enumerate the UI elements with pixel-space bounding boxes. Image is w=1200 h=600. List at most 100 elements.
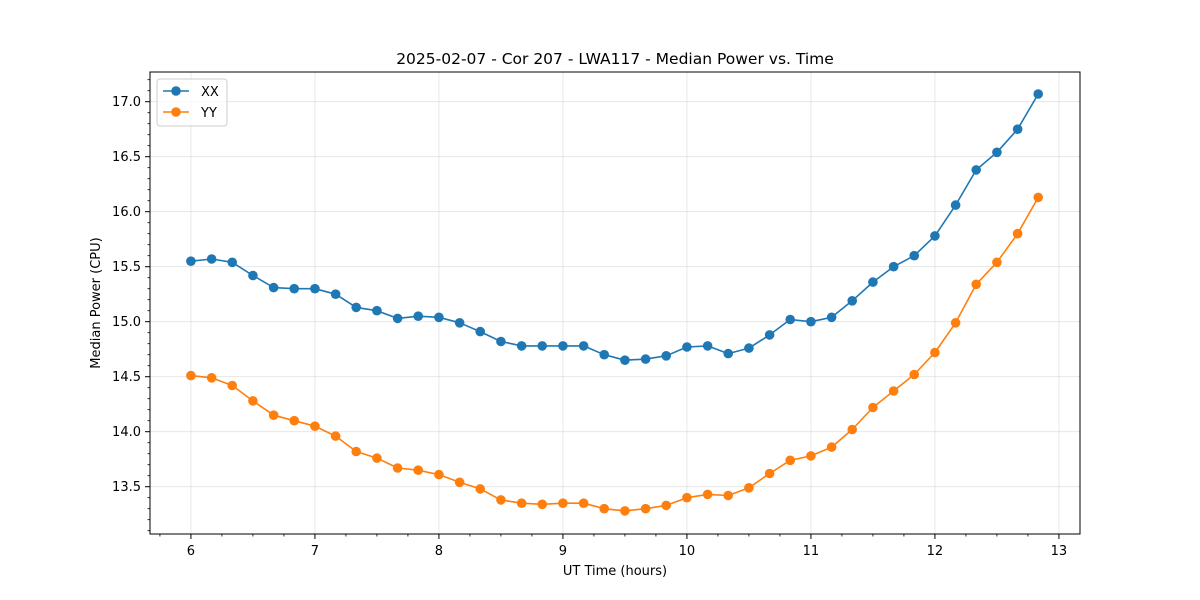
data-point-xx (413, 311, 424, 322)
data-point-xx (372, 305, 382, 316)
data-point-xx (868, 277, 878, 287)
data-point-xx (206, 254, 217, 264)
data-point-xx (744, 343, 754, 353)
data-point-xx (475, 326, 486, 337)
series-layer (186, 89, 1044, 516)
data-point-yy (888, 386, 899, 396)
data-point-yy (578, 498, 589, 509)
data-point-yy (764, 468, 775, 479)
y-tick-label: 14.0 (112, 425, 141, 440)
data-point-yy (516, 498, 527, 509)
data-point-yy (640, 503, 651, 514)
x-tick-label: 13 (1051, 544, 1068, 559)
data-point-yy (475, 484, 486, 494)
data-point-yy (806, 451, 816, 461)
x-tick-label: 10 (679, 544, 696, 559)
data-point-yy (392, 463, 403, 473)
data-point-xx (186, 256, 196, 267)
legend-label-yy: YY (200, 106, 217, 121)
y-axis-ticks: 13.5 14.0 14.5 15.0 15.5 16.0 16.5 17.0 (112, 79, 150, 532)
x-axis-ticks: 6 7 8 9 10 11 12 13 (159, 534, 1068, 559)
data-point-xx (351, 302, 362, 313)
data-point-yy (289, 415, 300, 426)
chart-title: 2025-02-07 - Cor 207 - LWA117 - Median P… (396, 50, 834, 68)
y-axis-label: Median Power (CPU) (89, 237, 104, 368)
data-point-yy (186, 370, 196, 381)
data-point-yy (992, 257, 1002, 268)
data-point-xx (578, 341, 589, 351)
data-point-yy (785, 455, 796, 466)
data-point-yy (434, 469, 444, 480)
data-point-yy (413, 465, 424, 476)
data-point-yy (558, 498, 568, 509)
data-point-xx (1012, 124, 1023, 134)
data-point-yy (227, 380, 238, 391)
data-point-yy (351, 446, 362, 457)
data-point-yy (723, 490, 734, 501)
data-point-xx (289, 283, 300, 294)
data-point-xx (888, 261, 899, 272)
data-point-xx (434, 312, 444, 323)
legend-marker-xx (171, 86, 181, 96)
data-point-yy (310, 421, 320, 432)
x-tick-label: 6 (187, 544, 195, 559)
data-point-yy (847, 424, 858, 435)
data-point-yy (496, 495, 506, 505)
data-point-xx (248, 270, 258, 281)
data-point-xx (620, 355, 630, 366)
y-tick-label: 15.5 (112, 260, 141, 275)
data-point-xx (454, 318, 465, 328)
data-point-xx (992, 147, 1002, 158)
data-point-xx (537, 341, 548, 351)
y-tick-label: 16.0 (112, 205, 141, 220)
data-point-yy (599, 503, 610, 514)
y-tick-label: 17.0 (112, 95, 141, 110)
data-point-yy (330, 431, 341, 441)
data-point-yy (971, 279, 982, 290)
data-point-xx (227, 257, 238, 268)
data-point-yy (454, 477, 465, 488)
data-point-yy (372, 453, 382, 463)
y-tick-label: 16.5 (112, 150, 141, 165)
grid-lines (150, 72, 1080, 534)
x-axis-label: UT Time (hours) (563, 564, 667, 579)
data-point-yy (268, 410, 279, 421)
data-point-yy (620, 506, 630, 516)
x-tick-label: 7 (311, 544, 319, 559)
legend-marker-yy (171, 107, 181, 117)
y-tick-label: 13.5 (112, 480, 141, 495)
data-point-xx (764, 330, 775, 340)
data-point-xx (640, 354, 651, 364)
data-point-xx (723, 348, 734, 359)
data-point-xx (682, 342, 692, 352)
data-point-xx (950, 200, 961, 210)
data-point-yy (744, 483, 754, 493)
data-point-xx (826, 312, 837, 323)
x-tick-label: 11 (803, 544, 820, 559)
data-point-xx (1033, 89, 1044, 99)
data-point-xx (930, 231, 940, 241)
data-point-xx (496, 336, 506, 347)
data-point-yy (826, 442, 837, 452)
x-tick-label: 12 (927, 544, 944, 559)
data-point-yy (930, 347, 940, 358)
data-point-yy (537, 499, 548, 510)
data-point-yy (702, 489, 713, 500)
data-point-xx (847, 296, 858, 306)
legend-label-xx: XX (201, 85, 219, 100)
y-tick-label: 14.5 (112, 370, 141, 385)
data-point-xx (268, 282, 279, 293)
legend: XX YY (156, 78, 228, 127)
data-point-yy (661, 500, 672, 511)
plot-frame (149, 71, 1081, 535)
data-point-xx (785, 314, 796, 325)
data-point-xx (516, 341, 527, 351)
data-point-xx (558, 341, 568, 351)
data-point-xx (392, 313, 403, 324)
data-point-yy (1012, 228, 1023, 239)
data-point-yy (1033, 192, 1044, 203)
data-point-xx (310, 283, 320, 294)
data-point-yy (909, 369, 920, 380)
data-point-xx (909, 250, 920, 261)
